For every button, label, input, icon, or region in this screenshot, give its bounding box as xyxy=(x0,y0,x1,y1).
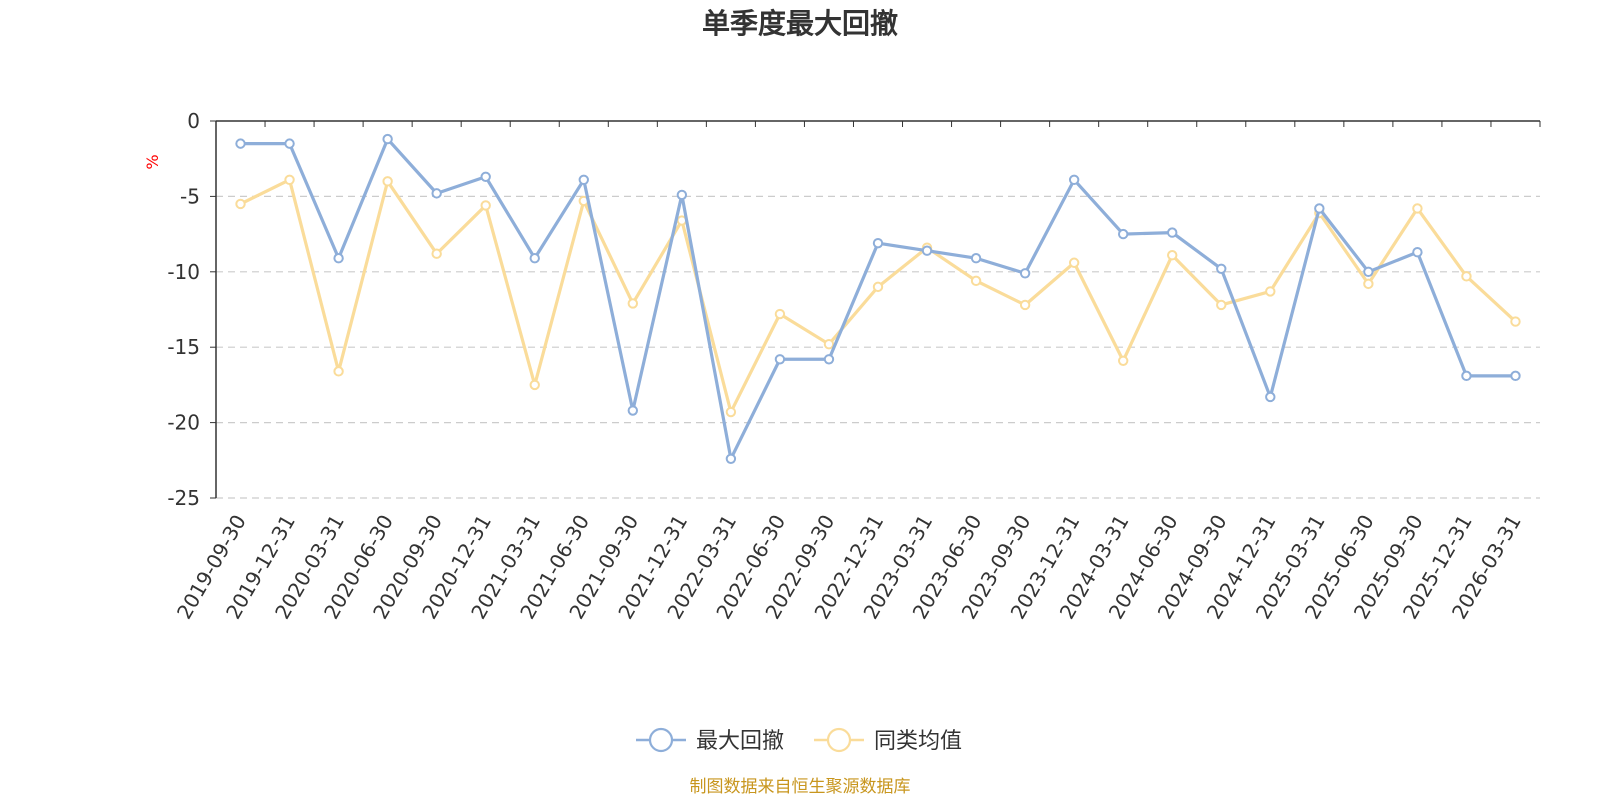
data-point xyxy=(1117,355,1129,366)
legend-label: 最大回撤 xyxy=(696,729,784,754)
data-point xyxy=(921,245,933,256)
data-point xyxy=(1019,299,1031,311)
data-point xyxy=(872,281,884,293)
y-tick-label: -25 xyxy=(167,486,200,510)
data-point xyxy=(823,354,835,365)
data-point xyxy=(529,253,540,264)
data-point xyxy=(725,406,737,418)
data-point xyxy=(382,176,393,187)
data-point xyxy=(1167,227,1178,238)
data-point xyxy=(970,275,982,287)
series-layer xyxy=(235,133,1521,464)
data-source-note: 制图数据来自恒生聚源数据库 xyxy=(690,777,911,797)
data-point xyxy=(333,366,344,377)
data-point xyxy=(1068,174,1080,186)
data-point xyxy=(235,198,246,210)
data-point xyxy=(1314,203,1325,214)
data-point xyxy=(627,405,639,416)
data-point xyxy=(431,188,442,199)
data-point xyxy=(1216,263,1227,274)
legend-marker xyxy=(826,727,852,753)
series-line xyxy=(240,137,1516,461)
data-point xyxy=(333,253,344,264)
y-axis-label: % xyxy=(143,154,162,169)
series-2 xyxy=(235,174,1521,418)
data-point xyxy=(284,174,295,186)
data-point xyxy=(480,200,491,211)
data-point xyxy=(235,138,246,149)
data-point xyxy=(1167,250,1178,261)
y-tick-label: -20 xyxy=(167,411,200,435)
series-1 xyxy=(235,133,1521,464)
legend-item-2[interactable]: 同类均值 xyxy=(814,727,962,754)
data-point xyxy=(1265,286,1276,297)
y-tick-label: -10 xyxy=(167,260,200,284)
data-point xyxy=(1265,391,1276,403)
data-point xyxy=(823,338,835,350)
data-point xyxy=(1068,257,1080,268)
data-point xyxy=(284,138,295,149)
legend-label: 同类均值 xyxy=(874,729,962,754)
data-point xyxy=(627,298,639,309)
legend-marker xyxy=(648,727,674,753)
legend[interactable]: 最大回撤 同类均值 xyxy=(636,727,962,754)
legend-item-1[interactable]: 最大回撤 xyxy=(636,727,784,754)
data-point xyxy=(970,253,982,264)
data-point xyxy=(1510,370,1521,382)
data-point xyxy=(1510,316,1521,327)
data-point xyxy=(1216,299,1227,311)
y-tick-label: 0 xyxy=(187,109,200,133)
chart-title: 单季度最大回撤 xyxy=(702,7,898,40)
data-point xyxy=(725,453,737,464)
data-point xyxy=(1461,370,1472,382)
data-point xyxy=(529,379,540,391)
data-point xyxy=(774,354,786,365)
data-point xyxy=(382,133,393,145)
data-point xyxy=(1363,266,1374,277)
data-point xyxy=(578,174,589,186)
data-point xyxy=(872,237,884,249)
data-point xyxy=(1412,203,1423,214)
y-tick-label: -5 xyxy=(180,184,200,208)
data-point xyxy=(1412,246,1423,258)
data-point xyxy=(774,308,786,320)
data-point xyxy=(1461,271,1472,282)
data-point xyxy=(676,189,688,201)
y-axis: 0 -5 -10 -15 -20 -25 xyxy=(167,109,217,510)
data-point xyxy=(1117,228,1129,240)
data-point xyxy=(1019,268,1031,279)
data-point xyxy=(1363,278,1374,290)
data-point xyxy=(480,171,491,182)
y-tick-label: -15 xyxy=(167,335,200,359)
data-point xyxy=(431,248,442,259)
